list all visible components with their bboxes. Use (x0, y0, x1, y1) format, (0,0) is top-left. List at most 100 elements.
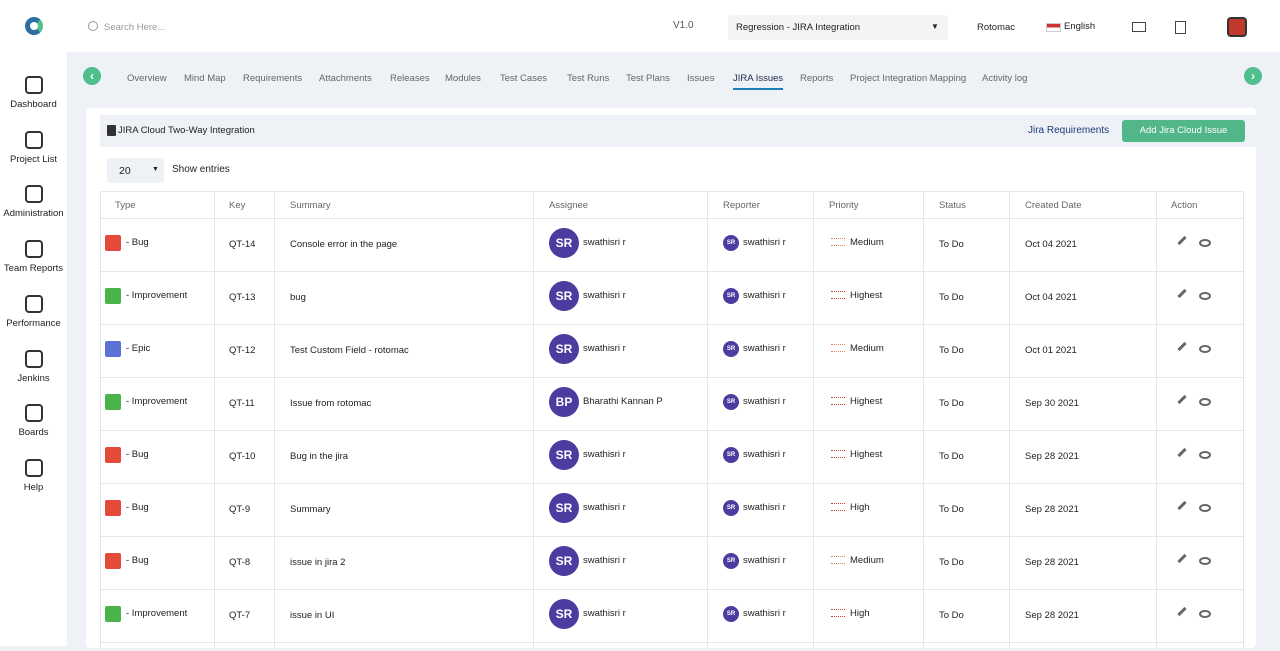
assignee-avatar: SR (549, 228, 579, 258)
panel-icon (107, 125, 116, 136)
row-divider (100, 536, 1243, 537)
summary[interactable]: issue in UI (290, 610, 335, 621)
type-icon (105, 553, 121, 569)
logo[interactable] (25, 17, 43, 35)
tab[interactable]: Releases (390, 73, 430, 84)
page-size-select[interactable]: 20 ▼ (107, 158, 164, 183)
view-button[interactable] (1199, 504, 1211, 512)
summary[interactable]: Console error in the page (290, 239, 398, 250)
tab[interactable]: Requirements (243, 73, 303, 84)
view-button[interactable] (1199, 557, 1211, 565)
assignee: swathisri r (583, 290, 626, 301)
priority-icon (831, 397, 845, 405)
view-button[interactable] (1199, 610, 1211, 618)
sidebar-icon (24, 130, 43, 149)
org[interactable]: Rotomac (977, 22, 1016, 33)
sidebar-label: Project List (10, 153, 57, 165)
tab[interactable]: Test Runs (567, 73, 610, 84)
sidebar-item[interactable]: Boards (0, 404, 67, 438)
column-divider (923, 191, 924, 651)
priority: Medium (850, 343, 884, 354)
project-caret: ▼ (931, 22, 939, 31)
sidebar-item[interactable]: Team Reports (0, 240, 67, 274)
column-header: Reporter (723, 200, 760, 211)
tab[interactable]: Modules (445, 73, 481, 84)
sidebar-item[interactable]: Dashboard (0, 76, 67, 110)
view-button[interactable] (1199, 239, 1211, 247)
tab[interactable]: Project Integration Mapping (850, 73, 967, 84)
view-button[interactable] (1199, 345, 1211, 353)
panel-title: JIRA Cloud Two-Way Integration (118, 125, 255, 136)
status: To Do (939, 504, 964, 515)
search-input[interactable]: Search Here... (104, 22, 166, 33)
reporter-avatar: SR (723, 235, 739, 251)
summary[interactable]: Summary (290, 504, 331, 515)
priority-icon (831, 503, 845, 511)
view-button[interactable] (1199, 292, 1211, 300)
tab[interactable]: Test Cases (500, 73, 547, 84)
docs-icon[interactable] (1175, 21, 1186, 34)
assignee-avatar: SR (549, 281, 579, 311)
sidebar-label: Performance (6, 317, 61, 329)
sidebar-item[interactable]: Project List (0, 130, 67, 165)
sidebar-item[interactable]: Jenkins (0, 349, 67, 384)
assignee-avatar: SR (549, 440, 579, 470)
status: To Do (939, 557, 964, 568)
summary[interactable]: issue in jira 2 (290, 557, 346, 568)
project-select[interactable] (728, 15, 948, 40)
tab[interactable]: Attachments (319, 73, 372, 84)
assignee: Bharathi Kannan P (583, 396, 663, 407)
type-icon (105, 235, 121, 251)
add-issue-button[interactable]: Add Jira Cloud Issue (1122, 120, 1245, 142)
view-button[interactable] (1199, 398, 1211, 406)
tab[interactable]: Reports (800, 73, 834, 84)
summary[interactable]: Bug in the jira (290, 451, 349, 462)
priority-icon (831, 450, 845, 458)
user-avatar[interactable] (1227, 17, 1247, 37)
tab[interactable]: Issues (687, 73, 715, 84)
column-divider (274, 191, 275, 651)
type: - Improvement (126, 290, 188, 301)
assignee-avatar: SR (549, 493, 579, 523)
row-divider (100, 642, 1243, 643)
sidebar-item[interactable]: Performance (0, 294, 67, 329)
reporter-avatar: SR (723, 447, 739, 463)
reporter: swathisri r (743, 343, 786, 354)
tab[interactable]: Activity log (982, 73, 1028, 84)
mail-icon[interactable] (1132, 22, 1146, 32)
tab[interactable]: Overview (127, 73, 167, 84)
tab-bar: ‹ › Overview Mind Map Requirements Attachme… (67, 52, 1280, 102)
assignee-avatar: SR (549, 599, 579, 629)
sidebar-icon (24, 349, 43, 368)
sidebar-item[interactable]: Administration (0, 185, 67, 219)
reporter-avatar: SR (723, 553, 739, 569)
column-divider (813, 191, 814, 651)
summary[interactable]: Issue from rotomac (290, 398, 372, 409)
sidebar-label: Team Reports (3, 263, 64, 275)
priority-icon (831, 238, 845, 246)
sidebar-icon (24, 185, 43, 204)
status: To Do (939, 451, 964, 462)
summary[interactable]: bug (290, 292, 306, 303)
assignee: swathisri r (583, 237, 626, 248)
tab[interactable]: JIRA Issues (733, 73, 784, 90)
status: To Do (939, 610, 964, 621)
summary[interactable]: Test Custom Field - rotomac (290, 345, 409, 356)
sidebar-item[interactable]: Help (0, 458, 67, 493)
type: - Bug (126, 502, 149, 513)
type: - Bug (126, 237, 149, 248)
tabs-next[interactable]: › (1244, 67, 1262, 85)
reporter-avatar: SR (723, 394, 739, 410)
tabs-prev[interactable]: ‹ (83, 67, 101, 85)
column-header: Created Date (1025, 200, 1082, 211)
tab[interactable]: Test Plans (626, 73, 670, 84)
view-button[interactable] (1199, 451, 1211, 459)
requirements-link[interactable]: Jira Requirements (1028, 125, 1110, 136)
column-divider (1009, 191, 1010, 651)
tab[interactable]: Mind Map (184, 73, 226, 84)
priority: Highest (850, 396, 883, 407)
type: - Epic (126, 343, 151, 354)
priority: Highest (850, 290, 883, 301)
language[interactable]: English (1064, 21, 1096, 32)
